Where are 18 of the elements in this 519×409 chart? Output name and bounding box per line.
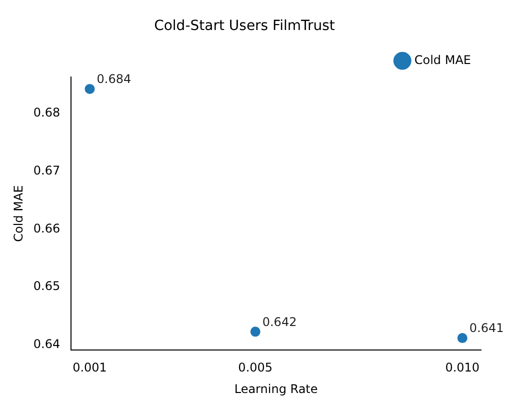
point xyxy=(250,326,260,337)
data-label: 0.684 xyxy=(96,72,132,86)
point xyxy=(84,84,95,94)
y-axis-title: Cold MAE xyxy=(11,185,26,242)
x-tick-label: 0.010 xyxy=(445,360,480,375)
y-tick-label: 0.64 xyxy=(33,337,60,352)
data-label: 0.641 xyxy=(469,321,504,336)
chart-title: Cold-Start Users FilmTrust xyxy=(154,18,336,34)
legend-label: Cold MAE xyxy=(414,52,472,67)
x-axis-title: Learning Rate xyxy=(234,382,318,396)
point xyxy=(457,333,468,344)
y-tick-label: 0.66 xyxy=(33,221,60,236)
y-tick-label: 0.67 xyxy=(33,163,60,178)
data-label: 0.642 xyxy=(262,314,297,329)
x-tick-label: 0.005 xyxy=(238,360,273,375)
x-tick-label: 0.001 xyxy=(72,360,107,375)
y-tick-label: 0.65 xyxy=(33,279,60,294)
y-tick-label: 0.68 xyxy=(33,105,60,120)
